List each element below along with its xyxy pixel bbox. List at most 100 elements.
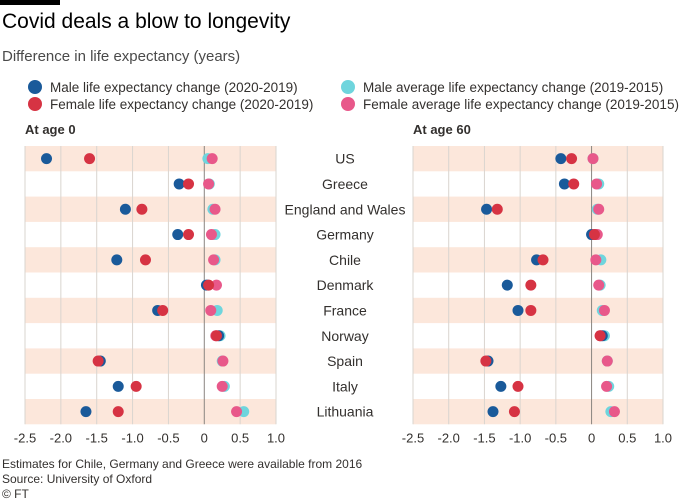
age60-male-change-point-denmark xyxy=(501,279,513,291)
age0-female-change-point-italy xyxy=(130,380,142,392)
legend-female-change-label: Female life expectancy change (2020-2019… xyxy=(50,97,314,112)
chart-subtitle: Difference in life expectancy (years) xyxy=(2,48,241,65)
age60-female-change-point-us xyxy=(566,153,578,165)
age60-tick-label: -2.0 xyxy=(438,430,460,445)
age60-male-change-point-us xyxy=(555,153,567,165)
age0-female-change-point-spain xyxy=(92,355,104,367)
legend-male-avg-dot xyxy=(341,80,355,94)
age60-tick-label: -1.5 xyxy=(473,430,495,445)
age60-tick-label: 0 xyxy=(588,430,595,445)
age0-female-avg-point-england-and-wales xyxy=(209,203,221,215)
age60-female-change-point-denmark xyxy=(525,279,537,291)
footer-source: Source: University of Oxford xyxy=(2,472,153,486)
category-label-lithuania: Lithuania xyxy=(317,404,374,420)
age0-male-change-point-greece xyxy=(173,178,185,190)
category-label-england-and-wales: England and Wales xyxy=(285,201,406,217)
age0-panel-title: At age 0 xyxy=(25,122,76,137)
footer-note: Estimates for Chile, Germany and Greece … xyxy=(2,457,363,471)
age60-female-avg-point-denmark xyxy=(593,279,605,291)
age60-female-avg-point-greece xyxy=(591,178,603,190)
age0-tick-label: 1.0 xyxy=(267,430,285,445)
legend-male-change: Male life expectancy change (2020-2019) xyxy=(28,80,298,96)
legend-female-avg-label: Female average life expectancy change (2… xyxy=(363,97,679,112)
age60-female-avg-point-spain xyxy=(601,355,613,367)
age0-row-band-us xyxy=(25,146,276,172)
legend-female-avg: Female average life expectancy change (2… xyxy=(341,97,679,113)
age0-tick-label: -2.0 xyxy=(50,430,72,445)
age0-row-band-spain xyxy=(25,348,276,374)
category-label-denmark: Denmark xyxy=(317,277,375,293)
age0-female-avg-point-greece xyxy=(203,178,215,190)
age0-male-change-point-italy xyxy=(112,380,124,392)
age60-tick-label: -1.0 xyxy=(509,430,531,445)
legend-female-avg-dot xyxy=(341,97,355,111)
age0-tick-label: -2.5 xyxy=(14,430,36,445)
age60-male-change-point-england-and-wales xyxy=(481,203,493,215)
category-label-norway: Norway xyxy=(321,328,368,344)
age0-row-band-england-and-wales xyxy=(25,196,276,222)
age0-female-change-point-germany xyxy=(183,229,195,241)
age60-tick-label: 0.5 xyxy=(618,430,636,445)
age0-female-change-point-england-and-wales xyxy=(136,203,148,215)
legend-male-change-dot xyxy=(28,80,42,94)
age0-female-change-point-chile xyxy=(139,254,151,266)
legend-male-change-label: Male life expectancy change (2020-2019) xyxy=(50,80,298,95)
age0-female-avg-point-spain xyxy=(217,355,229,367)
age60-female-change-point-greece xyxy=(568,178,580,190)
age60-row-band-us xyxy=(413,146,663,172)
age60-panel-title: At age 60 xyxy=(413,122,471,137)
age60-female-avg-point-italy xyxy=(601,380,613,392)
age60-male-change-point-lithuania xyxy=(487,406,499,418)
age0-female-avg-point-italy xyxy=(216,380,228,392)
age0-female-avg-point-germany xyxy=(205,229,217,241)
age0-male-change-point-lithuania xyxy=(80,406,92,418)
age60-female-change-point-england-and-wales xyxy=(491,203,503,215)
age60-tick-label: -2.5 xyxy=(402,430,424,445)
age0-female-change-point-us xyxy=(84,153,96,165)
category-label-us: US xyxy=(335,151,354,167)
age0-female-change-point-denmark xyxy=(203,279,215,291)
age60-female-avg-point-us xyxy=(587,153,599,165)
age0-row-band-france xyxy=(25,297,276,324)
age0-male-change-point-england-and-wales xyxy=(119,203,131,215)
age0-tick-label: -1.0 xyxy=(121,430,143,445)
age60-female-change-point-france xyxy=(525,304,537,316)
age60-female-avg-point-england-and-wales xyxy=(593,203,605,215)
legend-male-avg: Male average life expectancy change (201… xyxy=(341,80,663,96)
legend-female-change: Female life expectancy change (2020-2019… xyxy=(28,97,313,113)
age0-female-change-point-greece xyxy=(183,178,195,190)
age0-female-avg-point-us xyxy=(206,153,218,165)
age60-tick-label: 1.0 xyxy=(654,430,672,445)
age60-male-change-point-greece xyxy=(558,178,570,190)
age0-female-change-point-lithuania xyxy=(112,406,124,418)
age0-female-avg-point-chile xyxy=(208,254,220,266)
age60-female-change-point-chile xyxy=(537,254,549,266)
footer-credit: © FT xyxy=(2,487,29,501)
category-label-chile: Chile xyxy=(329,252,361,268)
age0-female-avg-point-denmark xyxy=(210,279,222,291)
age0-female-change-point-norway xyxy=(210,330,222,342)
category-label-italy: Italy xyxy=(332,378,358,394)
age0-female-change-point-france xyxy=(157,304,169,316)
age0-male-change-point-us xyxy=(41,153,53,165)
age0-male-change-point-chile xyxy=(111,254,123,266)
age60-female-change-point-germany xyxy=(588,229,600,241)
age60-female-change-point-lithuania xyxy=(508,406,520,418)
age0-female-avg-point-lithuania xyxy=(231,406,243,418)
category-label-spain: Spain xyxy=(327,353,363,369)
age0-female-avg-point-france xyxy=(205,304,217,316)
age0-tick-label: 0 xyxy=(201,430,208,445)
age60-female-avg-point-lithuania xyxy=(608,406,620,418)
chart-title: Covid deals a blow to longevity xyxy=(2,10,291,33)
age0-male-change-point-germany xyxy=(172,229,184,241)
age60-row-band-lithuania xyxy=(413,399,663,425)
age0-tick-label: 0.5 xyxy=(231,430,249,445)
category-label-france: France xyxy=(323,302,367,318)
age60-male-change-point-italy xyxy=(495,380,507,392)
legend-female-change-dot xyxy=(28,97,42,111)
age60-female-avg-point-france xyxy=(598,304,610,316)
age0-tick-label: -1.5 xyxy=(86,430,108,445)
ft-top-bar xyxy=(0,0,60,5)
age60-row-band-england-and-wales xyxy=(413,196,663,222)
age60-tick-label: -0.5 xyxy=(545,430,567,445)
